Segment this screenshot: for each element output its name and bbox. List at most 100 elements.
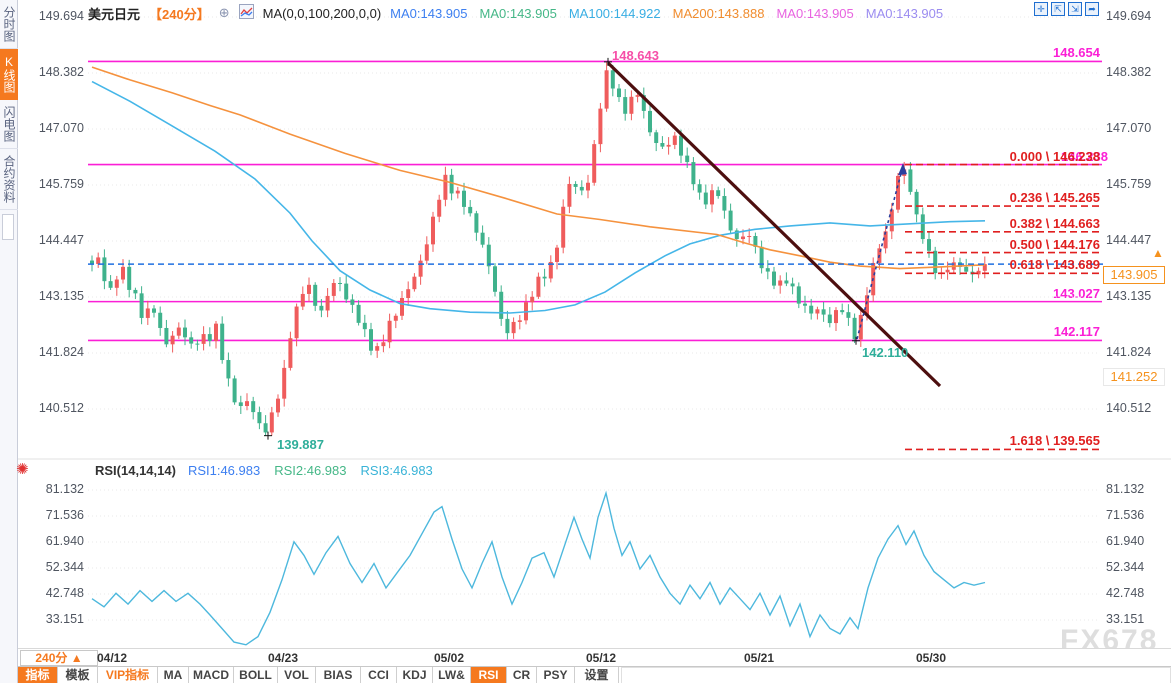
ma-value-0: MA0:143.905 — [390, 5, 468, 21]
price-tick-right: 140.512 — [1106, 400, 1152, 415]
fib-level-label: 0.236 \ 145.265 — [1009, 190, 1100, 206]
toolbar-item-bias[interactable]: BIAS — [316, 667, 361, 683]
price-up-arrow-icon: ▲ — [1152, 246, 1164, 260]
mini-chart-icon[interactable] — [238, 4, 254, 22]
indicator-legend-bar: 美元日元 【240分】 ⊕ MA(0,0,100,200,0,0) MA0:143.90… — [88, 3, 943, 23]
ma-settings-label: MA(0,0,100,200,0,0) — [262, 5, 382, 21]
price-tick-left: 143.135 — [38, 289, 84, 303]
rsi-tick-right: 81.132 — [1106, 482, 1145, 496]
fib-level-label: 0.000 \ 146.238 — [1009, 148, 1100, 164]
price-tick-right: 149.694 — [1106, 9, 1152, 23]
sidebar-tab-timeshare-chart[interactable]: 分时图 — [0, 0, 18, 49]
rsi-tick-left: 33.151 — [45, 611, 84, 626]
price-tick-right: 141.824 — [1106, 344, 1152, 359]
rsi-tick-right: 61.940 — [1106, 533, 1145, 548]
rsi-title: RSI(14,14,14) — [95, 463, 176, 478]
price-tick-right: 144.447 — [1106, 232, 1152, 247]
secondary-price-badge: 141.252 — [1103, 368, 1165, 387]
peak-price-label: 148.643 — [612, 48, 659, 63]
toolbar-item-indicators[interactable]: 指标 — [18, 667, 58, 683]
export-tool-icon[interactable]: ➦ — [1085, 2, 1099, 16]
fib-level-label: 0.500 \ 144.176 — [1009, 236, 1100, 252]
date-label-04-12: 04/12 — [97, 651, 128, 665]
date-label-05-02: 05/02 — [434, 651, 465, 665]
rsi-tick-left: 61.940 — [45, 533, 84, 548]
rsi-tick-left: 81.132 — [45, 482, 84, 496]
rsi-legend-bar: RSI(14,14,14) RSI1:46.983 RSI2:46.983 RSI3… — [95, 463, 433, 478]
rsi-tick-left: 52.344 — [45, 559, 84, 574]
date-label-05-21: 05/21 — [744, 651, 775, 665]
rsi-tick-right: 42.748 — [1106, 585, 1145, 600]
time-axis-row: 240分 ▲ 04/12 04/23 05/02 05/12 05/21 05/30 — [0, 648, 1171, 666]
fib-level-label: 0.618 \ 143.689 — [1009, 257, 1100, 273]
current-price-badge: 143.905 — [1103, 266, 1165, 285]
hline-price-label: 148.654 — [1053, 45, 1100, 61]
toolbar-item-settings[interactable]: 设置 — [575, 667, 619, 683]
chart-plot-area[interactable] — [88, 17, 1102, 455]
indicator-toolbar: 指标 模板 VIP指标 MA MACD BOLL VOL BIAS CCI KDJ LW& RSI CR… — [18, 666, 1171, 683]
ma-value-3: MA200:143.888 — [672, 5, 765, 21]
rsi-tick-left: 42.748 — [45, 585, 84, 600]
rsi-tick-left: 71.536 — [45, 507, 84, 522]
sidebar-tab-candlestick-chart[interactable]: K线图 — [0, 49, 18, 100]
rsi-tick-right: 52.344 — [1106, 559, 1145, 574]
fib-level-label: 0.382 \ 144.663 — [1009, 215, 1100, 231]
hline-price-label: 146.238 — [1061, 148, 1108, 164]
ma-value-5: MA0:143.905 — [865, 5, 944, 21]
indicator-settings-icon[interactable]: ✺ — [16, 461, 29, 478]
price-tick-left: 145.759 — [38, 176, 84, 191]
price-tick-right: 147.070 — [1106, 121, 1152, 136]
fib-level-label: 1.618 \ 139.565 — [1009, 433, 1100, 449]
rsi-tick-right: 33.151 — [1106, 611, 1145, 626]
rsi-chart-canvas — [0, 458, 1171, 646]
toolbar-item-macd[interactable]: MACD — [189, 667, 234, 683]
price-tick-left: 148.382 — [38, 65, 84, 79]
bottom-price-label: 139.887 — [277, 437, 324, 452]
rsi-tick-right: 71.536 — [1106, 507, 1145, 522]
toolbar-item-cci[interactable]: CCI — [361, 667, 397, 683]
ma-value-1: MA0:143.905 — [479, 5, 557, 21]
symbol-title: 美元日元 — [88, 6, 141, 22]
rsi-values-group: RSI1:46.983 RSI2:46.983 RSI3:46.983 — [188, 463, 433, 478]
date-label-05-12: 05/12 — [586, 651, 617, 665]
rsi-value-3: RSI3:46.983 — [360, 463, 433, 478]
interval-label: 【240分】 — [149, 6, 210, 22]
pan-tool-icon[interactable]: ✛ — [1034, 2, 1048, 16]
chart-type-sidebar: 分时图 K线图 闪电图 合约资料 — [0, 0, 18, 683]
sidebar-spacer-box — [2, 214, 14, 240]
price-tick-left: 140.512 — [38, 400, 84, 415]
axis-scale-icon[interactable]: ⇲ — [1068, 2, 1082, 16]
price-tick-left: 149.694 — [38, 9, 84, 23]
rsi-value-2: RSI2:46.983 — [274, 463, 347, 478]
toolbar-item-vol[interactable]: VOL — [278, 667, 316, 683]
zoom-area-icon[interactable]: ⇱ — [1051, 2, 1065, 16]
toolbar-item-psy[interactable]: PSY — [537, 667, 575, 683]
toolbar-item-rsi[interactable]: RSI — [471, 667, 507, 683]
sidebar-tab-lightning-chart[interactable]: 闪电图 — [0, 100, 18, 149]
toolbar-item-lw[interactable]: LW& — [433, 667, 471, 683]
chart-tools-group: ✛ ⇱ ⇲ ➦ — [1034, 2, 1099, 16]
date-label-04-23: 04/23 — [268, 651, 299, 665]
compare-add-icon[interactable]: ⊕ — [218, 5, 230, 20]
ma-value-4: MA0:143.905 — [776, 5, 854, 21]
price-tick-left: 141.824 — [38, 344, 84, 359]
interval-selector-button[interactable]: 240分 ▲ — [20, 650, 98, 666]
toolbar-empty-area — [621, 667, 1171, 683]
rsi-value-1: RSI1:46.983 — [187, 463, 261, 478]
toolbar-item-ma[interactable]: MA — [158, 667, 189, 683]
price-tick-left: 147.070 — [38, 121, 84, 136]
toolbar-item-kdj[interactable]: KDJ — [397, 667, 433, 683]
toolbar-item-boll[interactable]: BOLL — [234, 667, 278, 683]
hline-price-label: 142.117 — [1053, 324, 1100, 340]
price-tick-right: 145.759 — [1106, 176, 1152, 191]
price-tick-right: 148.382 — [1106, 65, 1152, 79]
toolbar-item-templates[interactable]: 模板 — [58, 667, 98, 683]
sidebar-tab-contract-info[interactable]: 合约资料 — [0, 149, 18, 210]
ma-values-group: MA0:143.905 MA0:143.905 MA100:144.922 MA200… — [390, 6, 943, 21]
toolbar-item-cr[interactable]: CR — [507, 667, 537, 683]
ma-value-2: MA100:144.922 — [568, 5, 661, 21]
price-tick-left: 144.447 — [38, 232, 84, 247]
toolbar-item-vip-indicators[interactable]: VIP指标 — [98, 667, 158, 683]
date-label-05-30: 05/30 — [916, 651, 947, 665]
